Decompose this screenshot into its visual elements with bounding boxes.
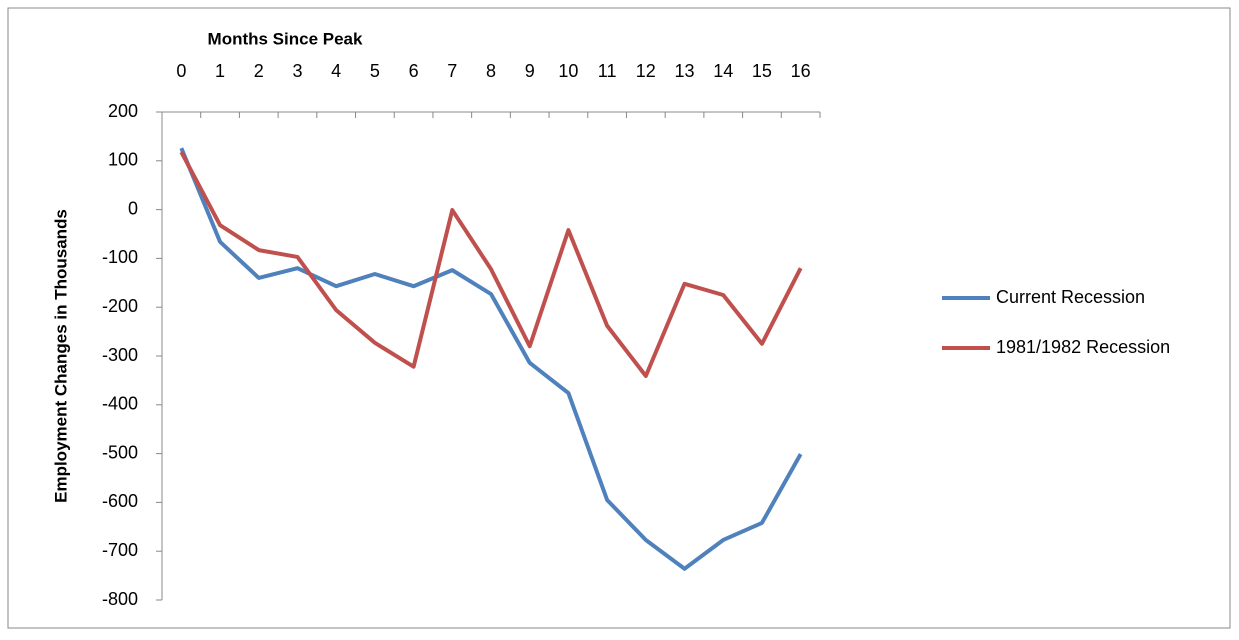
x-tick-label: 15 [752,61,772,81]
y-tick-label: 0 [128,198,138,218]
chart-border [7,7,1231,629]
x-tick-label: 14 [713,61,733,81]
y-tick-label: -300 [102,345,138,365]
x-tick-label: 7 [447,61,457,81]
x-tick-label: 4 [331,61,341,81]
legend-label: Current Recession [996,287,1145,307]
x-axis-title: Months Since Peak [208,29,363,48]
x-tick-label: 2 [254,61,264,81]
x-tick-label: 12 [636,61,656,81]
legend-label: 1981/1982 Recession [996,337,1170,357]
y-tick-label: -400 [102,394,138,414]
x-tick-label: 6 [409,61,419,81]
x-tick-label: 16 [791,61,811,81]
y-tick-label: -600 [102,491,138,511]
x-tick-label: 5 [370,61,380,81]
y-tick-label: -500 [102,442,138,462]
y-axis-title: Employment Changes in Thousands [51,209,70,503]
x-tick-label: 9 [525,61,535,81]
x-tick-label: 3 [292,61,302,81]
x-tick-label: 11 [598,61,617,81]
series-line [179,151,803,379]
x-tick-label: 10 [558,61,578,81]
y-tick-label: 200 [108,101,138,121]
series-line [179,147,803,571]
x-tick-label: 13 [675,61,695,81]
y-tick-label: -200 [102,296,138,316]
y-tick-label: 100 [108,150,138,170]
x-tick-label: 0 [176,61,186,81]
y-tick-label: -100 [102,247,138,267]
y-tick-label: -700 [102,540,138,560]
x-tick-label: 1 [215,61,225,81]
y-tick-label: -800 [102,589,138,609]
x-tick-label: 8 [486,61,496,81]
